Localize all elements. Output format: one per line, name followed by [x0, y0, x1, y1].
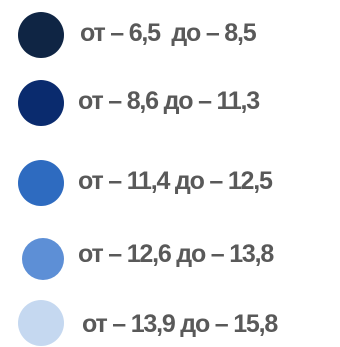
- legend-swatch: [18, 80, 64, 126]
- legend-label: от – 6,5 до – 8,5: [80, 19, 257, 47]
- legend-swatch: [18, 12, 64, 58]
- legend-item: от – 6,5 до – 8,5: [0, 12, 340, 62]
- legend-label: от – 11,4 до – 12,5: [78, 167, 273, 195]
- legend-item: от – 8,6 до – 11,3: [0, 80, 340, 130]
- legend-label: от – 12,6 до – 13,8: [78, 240, 274, 268]
- legend-label: от – 8,6 до – 11,3: [78, 87, 260, 115]
- legend-swatch: [18, 160, 64, 206]
- legend-swatch: [18, 300, 64, 346]
- legend-swatch: [22, 238, 64, 280]
- legend-item: от – 11,4 до – 12,5: [0, 160, 340, 210]
- legend-label: от – 13,9 до – 15,8: [82, 310, 278, 338]
- legend-item: от – 13,9 до – 15,8: [0, 297, 340, 347]
- legend-item: от – 12,6 до – 13,8: [0, 235, 340, 285]
